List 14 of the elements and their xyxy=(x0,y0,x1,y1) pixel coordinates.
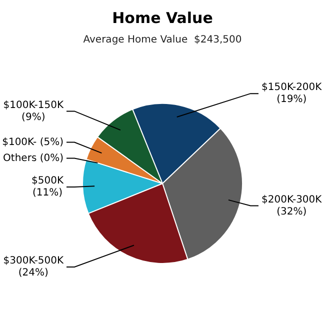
data-label: (11%) xyxy=(32,188,63,199)
data-label: (32%) xyxy=(276,206,307,218)
slice-label: $300K-500K xyxy=(3,256,64,267)
legend-label: Others (0%) xyxy=(3,152,64,164)
slice-label: $100K-150K xyxy=(3,100,64,111)
slice-label: $200K-300K xyxy=(262,194,322,206)
chart-title: Home Value xyxy=(112,8,213,27)
data-label: (24%) xyxy=(18,268,49,279)
slice-label: $100K- (5%) xyxy=(2,136,64,148)
data-label: (19%) xyxy=(276,94,307,106)
slice-label: $150K-200K xyxy=(262,82,322,94)
data-label: (9%) xyxy=(22,112,46,123)
chart-subtitle: Average Home Value $243,500 xyxy=(83,34,242,46)
slice-label: $500K xyxy=(31,176,64,187)
